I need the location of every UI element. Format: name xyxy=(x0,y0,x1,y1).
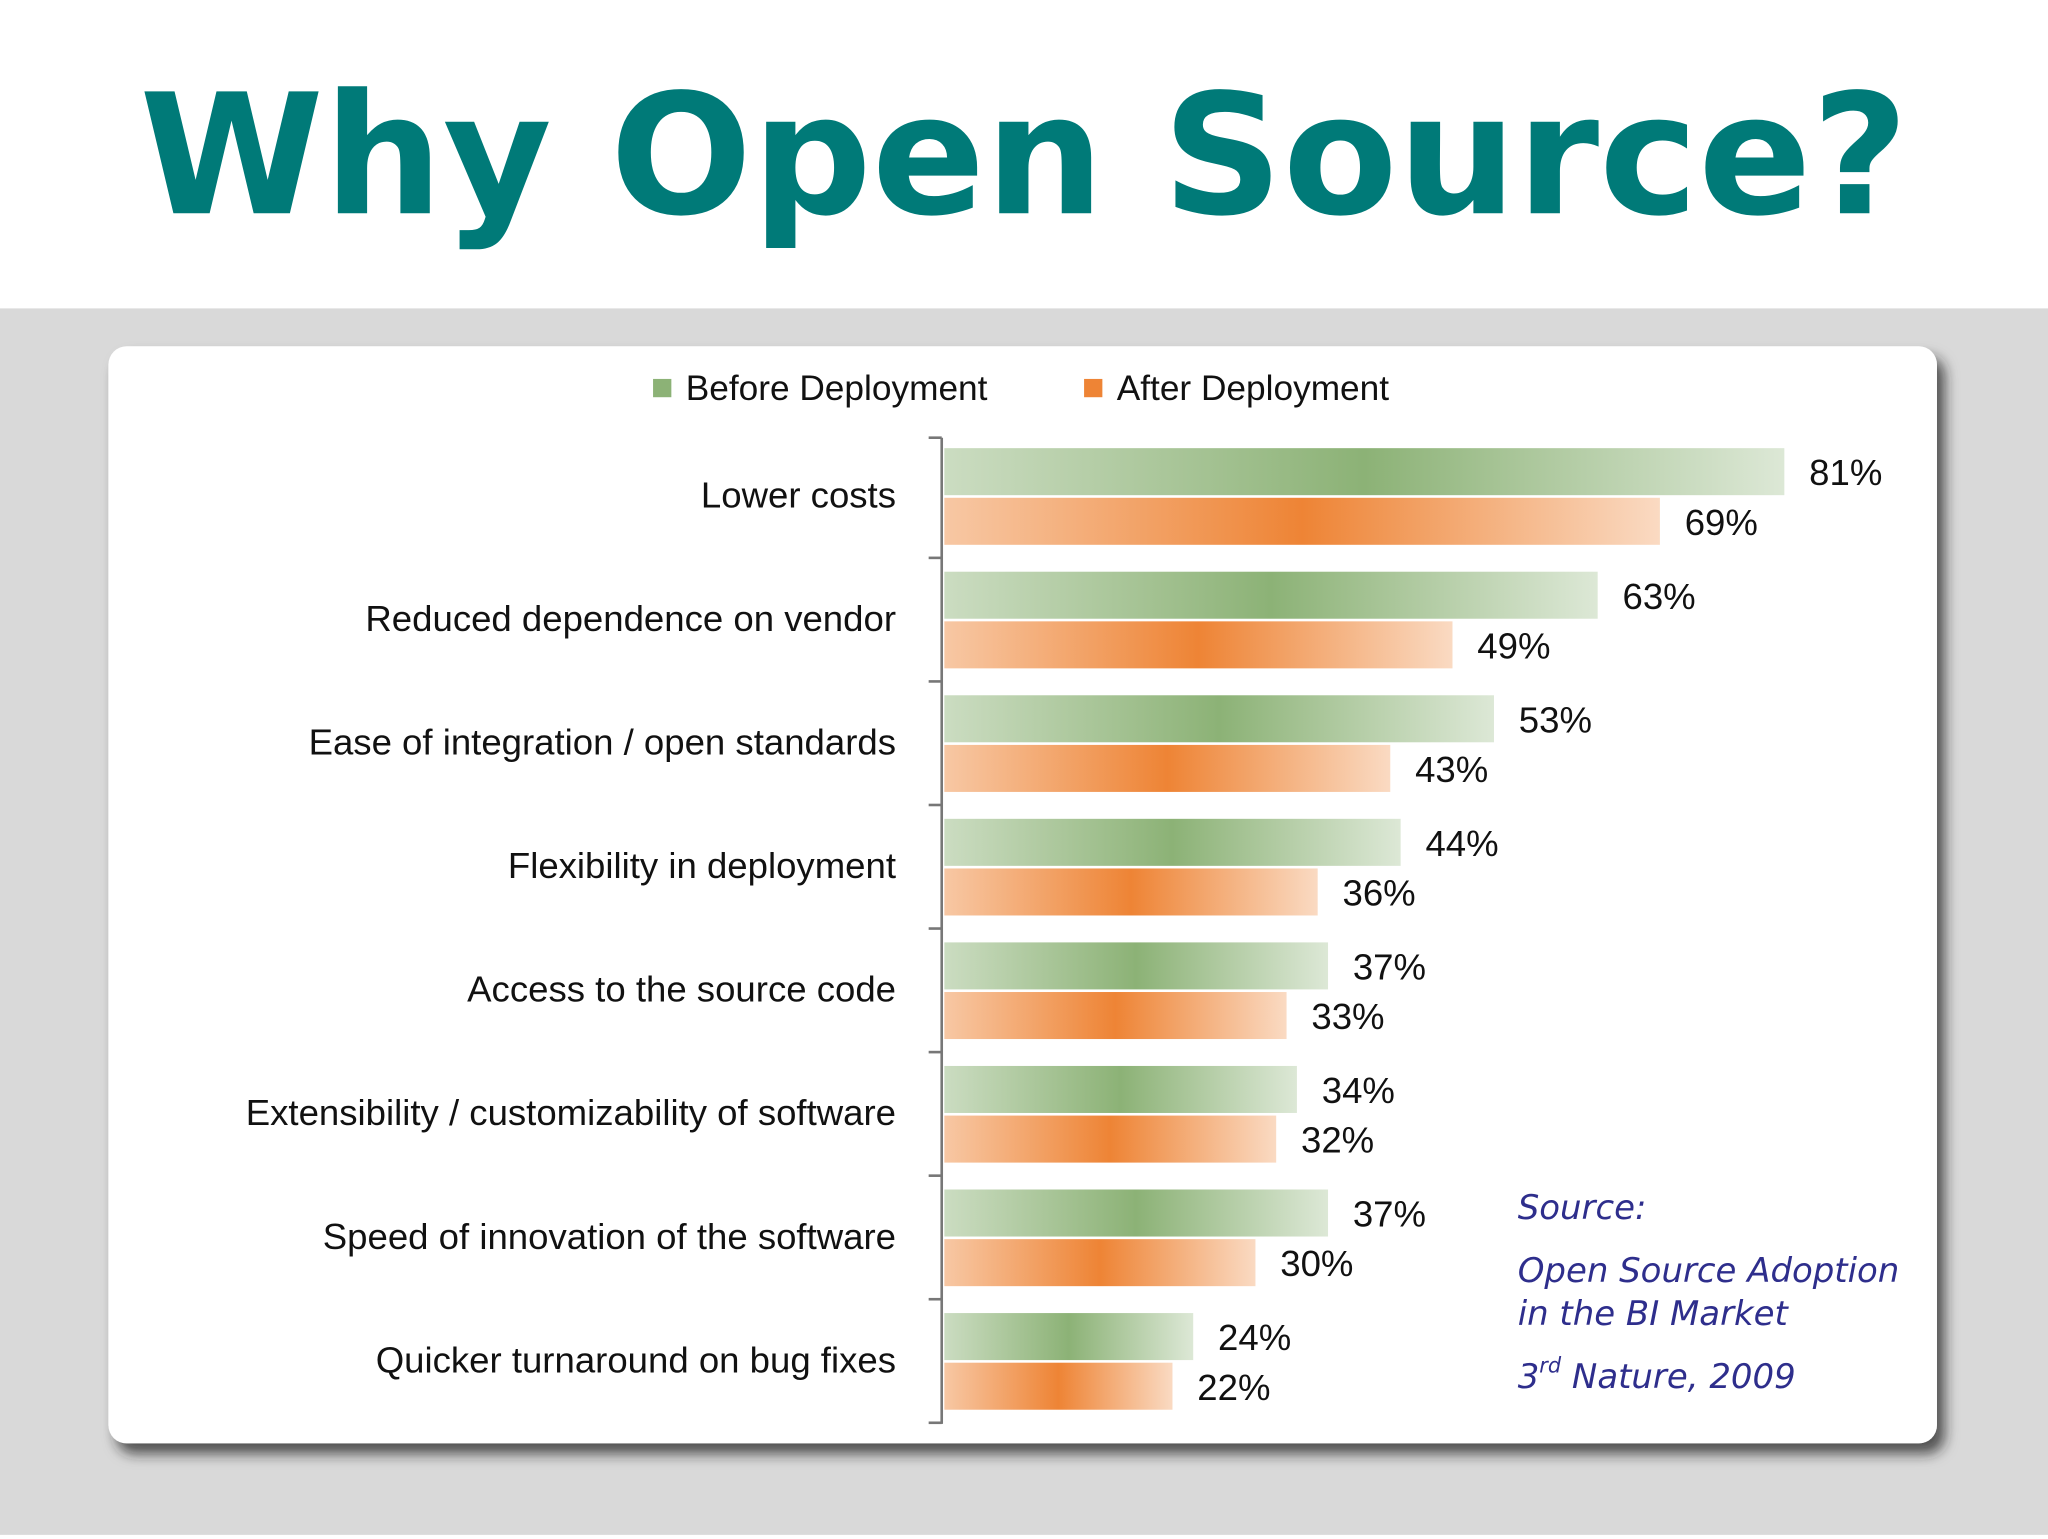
source-line: Open Source Adoption xyxy=(1518,1251,1900,1291)
title-area xyxy=(0,0,2048,309)
bar xyxy=(944,818,1401,866)
value-label: 36% xyxy=(1342,873,1415,914)
category-label: Reduced dependence on vendor xyxy=(365,598,896,639)
plot: Lower costs 81% 69% Reduced dependence on v… xyxy=(246,448,1882,1425)
category-label: Extensibility / customizability of softw… xyxy=(246,1092,896,1133)
bar xyxy=(944,744,1391,792)
value-label: 32% xyxy=(1301,1120,1374,1161)
bar xyxy=(944,1239,1256,1287)
bar xyxy=(944,1065,1297,1113)
bar xyxy=(944,497,1660,545)
legend-label: Before Deployment xyxy=(686,369,988,408)
source-citation: 3rd Nature, 2009 xyxy=(1518,1353,1796,1396)
value-label: 53% xyxy=(1519,699,1592,740)
value-label: 49% xyxy=(1477,625,1550,666)
value-label: 30% xyxy=(1280,1243,1353,1284)
category-label: Quicker turnaround on bug fixes xyxy=(376,1339,896,1380)
slide-title: Why Open Source? xyxy=(139,59,1908,253)
value-label: 63% xyxy=(1622,576,1695,617)
source-line: in the BI Market xyxy=(1518,1294,1790,1334)
value-label: 81% xyxy=(1809,452,1882,493)
bar xyxy=(944,1115,1277,1163)
legend-swatch xyxy=(653,378,672,398)
category-label: Access to the source code xyxy=(467,969,896,1010)
bar xyxy=(944,942,1329,990)
value-label: 69% xyxy=(1685,502,1758,543)
value-label: 34% xyxy=(1322,1070,1395,1111)
value-label: 37% xyxy=(1353,946,1426,987)
category-label: Flexibility in deployment xyxy=(508,845,896,886)
bar xyxy=(944,1313,1194,1361)
bar xyxy=(944,448,1785,496)
value-label: 44% xyxy=(1425,823,1498,864)
legend-label: After Deployment xyxy=(1117,369,1390,408)
value-label: 43% xyxy=(1415,749,1488,790)
legend-swatch xyxy=(1084,378,1103,398)
citation-part: 3 xyxy=(1518,1357,1540,1397)
bar xyxy=(944,695,1494,743)
bar xyxy=(944,992,1287,1040)
value-label: 37% xyxy=(1353,1194,1426,1235)
value-label: 33% xyxy=(1311,996,1384,1037)
bar xyxy=(944,571,1598,619)
bar xyxy=(944,1362,1173,1410)
source-label: Source: xyxy=(1518,1188,1647,1228)
bar xyxy=(944,1189,1329,1237)
category-label: Ease of integration / open standards xyxy=(309,722,896,763)
bar xyxy=(944,868,1318,916)
bar xyxy=(944,621,1453,669)
category-label: Speed of innovation of the software xyxy=(323,1216,896,1257)
category-label: Lower costs xyxy=(701,474,896,515)
value-label: 24% xyxy=(1218,1317,1291,1358)
citation-part: Nature, 2009 xyxy=(1561,1357,1796,1397)
value-label: 22% xyxy=(1197,1367,1270,1408)
citation-superscript: rd xyxy=(1539,1353,1562,1377)
